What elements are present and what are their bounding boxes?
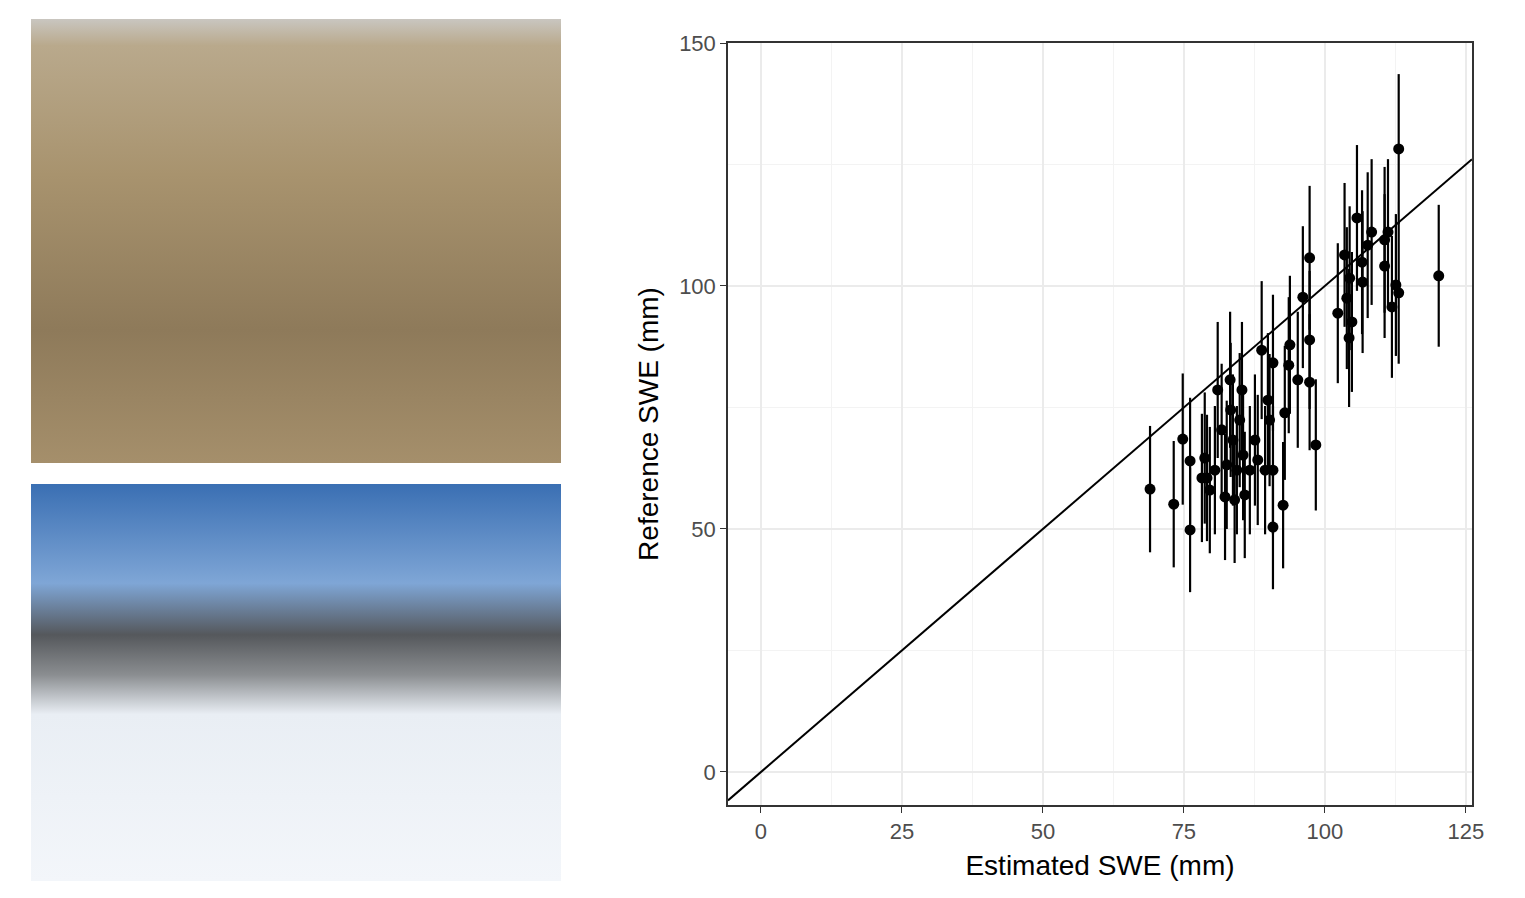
svg-text:125: 125 [1447,819,1484,844]
svg-text:0: 0 [704,760,716,785]
svg-text:0: 0 [755,819,767,844]
svg-text:50: 50 [691,517,715,542]
svg-text:150: 150 [679,31,716,56]
svg-text:Estimated SWE (mm): Estimated SWE (mm) [965,850,1234,881]
svg-text:50: 50 [1031,819,1055,844]
svg-text:100: 100 [1306,819,1343,844]
svg-text:Reference SWE (mm): Reference SWE (mm) [633,287,664,561]
svg-text:100: 100 [679,274,716,299]
svg-text:25: 25 [890,819,914,844]
svg-text:75: 75 [1172,819,1196,844]
